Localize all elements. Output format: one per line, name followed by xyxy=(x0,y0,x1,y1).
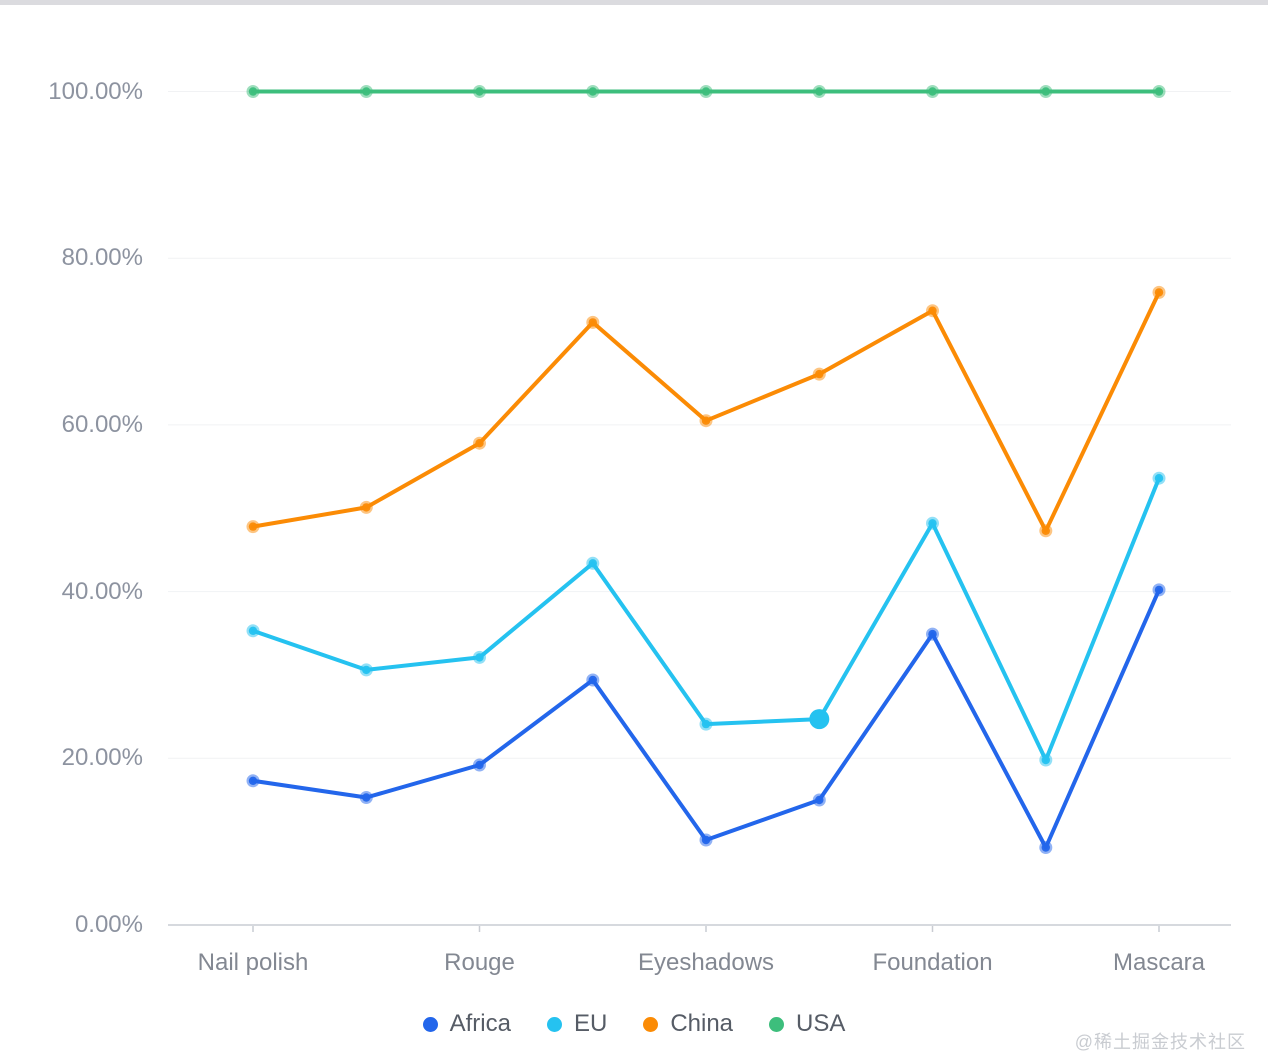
x-axis-label-eyeshadows: Eyeshadows xyxy=(637,949,775,976)
legend-label-usa: USA xyxy=(796,1010,846,1037)
top-divider-bar xyxy=(0,0,1268,5)
legend-dot-usa-icon xyxy=(769,1016,785,1032)
legend-dot-africa-icon xyxy=(422,1016,438,1032)
data-point-core-china-0[interactable] xyxy=(248,522,258,531)
data-point-core-africa-3[interactable] xyxy=(588,675,597,685)
data-point-eu-5[interactable] xyxy=(809,709,830,730)
data-point-core-usa-1[interactable] xyxy=(362,87,371,96)
data-point-core-china-4[interactable] xyxy=(701,416,711,425)
data-point-core-usa-0[interactable] xyxy=(248,87,258,96)
data-point-core-usa-3[interactable] xyxy=(588,87,597,96)
y-axis-label-60: 60.00% xyxy=(61,410,143,438)
data-point-core-china-1[interactable] xyxy=(362,503,371,512)
data-point-core-eu-2[interactable] xyxy=(475,653,484,662)
data-point-core-usa-4[interactable] xyxy=(701,87,711,96)
data-point-core-eu-7[interactable] xyxy=(1041,755,1051,765)
y-axis-label-20: 20.00% xyxy=(61,744,143,772)
legend-item-africa[interactable]: Africa xyxy=(422,1010,511,1038)
data-point-core-china-5[interactable] xyxy=(815,369,824,379)
x-axis-label-rouge: Rouge xyxy=(444,949,515,976)
data-point-core-eu-6[interactable] xyxy=(928,519,937,528)
data-point-core-china-2[interactable] xyxy=(475,439,484,448)
x-axis-label-foundation: Foundation xyxy=(872,949,993,976)
data-point-core-china-7[interactable] xyxy=(1041,526,1051,535)
y-axis-label-0: 0.00% xyxy=(74,911,143,938)
data-point-core-africa-4[interactable] xyxy=(701,835,711,845)
y-axis-label-100: 100.00% xyxy=(48,77,143,105)
watermark-text: @稀土掘金技术社区 xyxy=(1074,1032,1246,1052)
x-axis-label-nail-polish: Nail polish xyxy=(197,949,309,976)
legend-dot-china-icon xyxy=(643,1016,659,1032)
data-point-core-africa-2[interactable] xyxy=(475,760,484,770)
data-point-core-usa-7[interactable] xyxy=(1041,87,1051,96)
data-point-core-africa-8[interactable] xyxy=(1154,585,1164,595)
data-point-core-usa-2[interactable] xyxy=(475,87,484,96)
y-axis-label-40: 40.00% xyxy=(61,577,143,605)
data-point-core-usa-8[interactable] xyxy=(1154,87,1164,96)
data-point-core-eu-3[interactable] xyxy=(588,559,597,568)
legend-label-eu: EU xyxy=(573,1010,608,1037)
legend-item-eu[interactable]: EU xyxy=(546,1010,608,1038)
legend-item-usa[interactable]: USA xyxy=(769,1010,845,1038)
data-point-core-china-3[interactable] xyxy=(588,318,597,327)
x-axis-label-mascara: Mascara xyxy=(1112,949,1206,976)
series-line-china[interactable] xyxy=(251,290,1161,533)
data-point-core-usa-6[interactable] xyxy=(928,87,937,96)
legend-label-china: China xyxy=(670,1010,734,1037)
y-axis-label-80: 80.00% xyxy=(61,244,143,272)
data-point-core-africa-7[interactable] xyxy=(1041,843,1051,852)
legend: Africa EU China USA xyxy=(0,1008,1268,1040)
data-point-core-eu-1[interactable] xyxy=(362,665,371,675)
legend-item-china[interactable]: China xyxy=(643,1010,733,1038)
data-point-core-usa-5[interactable] xyxy=(815,87,824,96)
data-point-core-africa-5[interactable] xyxy=(815,795,824,805)
data-point-core-china-6[interactable] xyxy=(928,306,937,315)
data-point-core-africa-6[interactable] xyxy=(928,629,937,639)
legend-label-africa: Africa xyxy=(449,1010,511,1037)
legend-dot-eu-icon xyxy=(546,1016,562,1032)
data-point-core-china-8[interactable] xyxy=(1154,288,1164,297)
data-point-core-eu-0[interactable] xyxy=(248,626,258,635)
data-point-core-africa-1[interactable] xyxy=(362,793,371,802)
data-point-core-eu-8[interactable] xyxy=(1154,474,1164,483)
data-point-core-eu-4[interactable] xyxy=(701,719,711,729)
data-point-core-africa-0[interactable] xyxy=(248,776,258,785)
